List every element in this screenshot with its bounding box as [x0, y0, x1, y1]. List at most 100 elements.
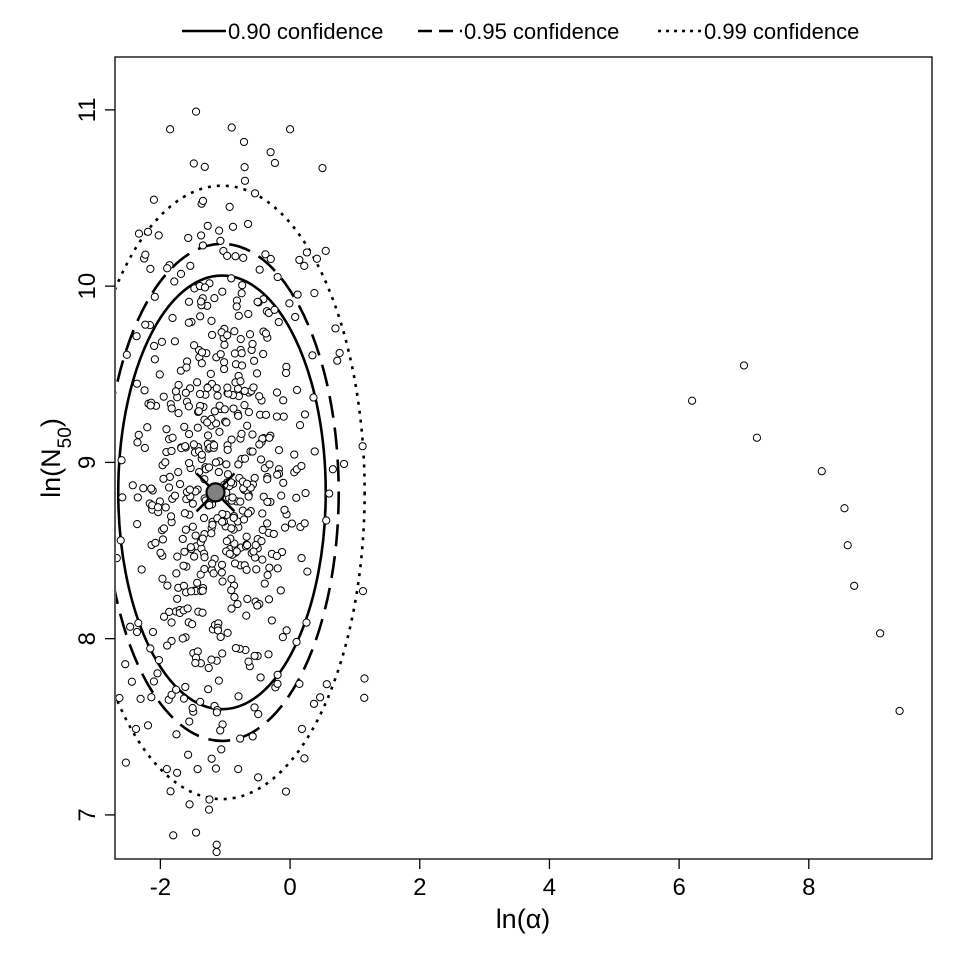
scatter-point	[360, 674, 369, 683]
scatter-point	[237, 361, 247, 370]
scatter-point	[254, 773, 263, 782]
x-tick-label: -2	[150, 874, 171, 901]
scatter-point	[212, 384, 221, 393]
scatter-point	[143, 423, 152, 432]
scatter-point	[230, 592, 239, 602]
scatter-point	[322, 516, 331, 525]
scatter-point	[227, 435, 236, 444]
estimate-marker	[205, 482, 226, 503]
scatter-point	[118, 493, 127, 502]
scatter-point	[149, 195, 159, 204]
scatter-point	[208, 520, 217, 529]
scatter-point	[249, 547, 258, 556]
scatter-point	[237, 349, 246, 358]
scatter-point	[280, 523, 290, 532]
scatter-point	[244, 509, 253, 518]
scatter-point	[238, 281, 247, 290]
scatter-point	[205, 501, 214, 510]
scatter-point	[181, 682, 190, 692]
scatter-point	[220, 340, 229, 349]
scatter-point	[217, 560, 227, 569]
scatter-point	[116, 554, 121, 563]
scatter-point	[196, 297, 206, 306]
scatter-point	[161, 458, 170, 467]
scatter-point	[163, 581, 172, 590]
scatter-point	[99, 670, 106, 677]
scatter-point	[261, 410, 271, 419]
scatter-point	[230, 349, 240, 358]
scatter-point	[173, 594, 182, 603]
scatter-point	[147, 484, 156, 493]
scatter-point	[227, 604, 236, 613]
scatter-point	[194, 407, 203, 416]
scatter-point	[240, 454, 250, 463]
scatter-point	[121, 660, 130, 669]
scatter-point	[239, 137, 249, 147]
scatter-point	[249, 383, 258, 392]
scatter-point	[141, 250, 150, 259]
scatter-point	[687, 396, 697, 405]
scatter-point	[184, 402, 193, 411]
scatter-point	[141, 320, 150, 329]
scatter-point	[240, 401, 249, 410]
scatter-point	[243, 540, 252, 550]
scatter-point	[239, 515, 249, 524]
scatter-point	[185, 800, 194, 809]
scatter-point	[149, 677, 159, 686]
scatter-point	[170, 491, 180, 500]
scatter-point	[137, 565, 146, 574]
scatter-point	[126, 622, 135, 631]
scatter-point	[263, 475, 272, 484]
scatter-point	[236, 377, 245, 386]
scatter-point	[850, 581, 859, 590]
scatter-point	[162, 765, 171, 774]
scatter-point	[198, 608, 207, 617]
scatter-point	[292, 493, 301, 502]
scatter-point	[280, 505, 289, 514]
scatter-point	[181, 442, 190, 451]
scatter-point	[170, 337, 180, 346]
scatter-point	[285, 299, 294, 308]
scatter-point	[227, 586, 236, 595]
scatter-point	[181, 525, 191, 534]
scatter-point	[166, 512, 176, 521]
scatter-point	[178, 634, 187, 643]
scatter-point	[297, 724, 307, 734]
scatter-point	[203, 221, 212, 230]
scatter-point	[255, 392, 264, 401]
scatter-point	[258, 525, 267, 534]
scatter-point	[196, 231, 206, 240]
scatter-point	[198, 241, 207, 250]
scatter-point	[300, 519, 309, 528]
scatter-point	[203, 418, 212, 427]
scatter-point	[244, 309, 253, 319]
scatter-point	[195, 389, 205, 399]
scatter-point	[243, 421, 252, 430]
scatter-point	[263, 519, 272, 528]
scatter-point	[290, 450, 299, 459]
scatter-point	[233, 599, 242, 609]
scatter-point	[230, 559, 240, 568]
scatter-point	[276, 586, 285, 595]
scatter-point	[122, 350, 131, 359]
y-tick-label: 9	[74, 456, 101, 469]
scatter-point	[101, 435, 108, 442]
scatter-point	[216, 726, 225, 735]
scatter-point	[252, 369, 262, 378]
scatter-point	[328, 465, 337, 474]
scatter-point	[186, 543, 195, 552]
scatter-point	[258, 509, 267, 518]
scatter-point	[128, 481, 137, 490]
scatter-point	[309, 393, 318, 402]
scatter-point	[215, 427, 224, 437]
scatter-point	[269, 529, 278, 539]
scatter-point	[185, 485, 194, 494]
scatter-point	[227, 123, 236, 132]
scatter-point	[184, 750, 193, 759]
scatter-point	[159, 474, 168, 483]
x-tick-label: 0	[283, 874, 296, 901]
scatter-point	[196, 697, 205, 706]
scatter-point	[223, 470, 233, 479]
scatter-point	[174, 409, 183, 418]
